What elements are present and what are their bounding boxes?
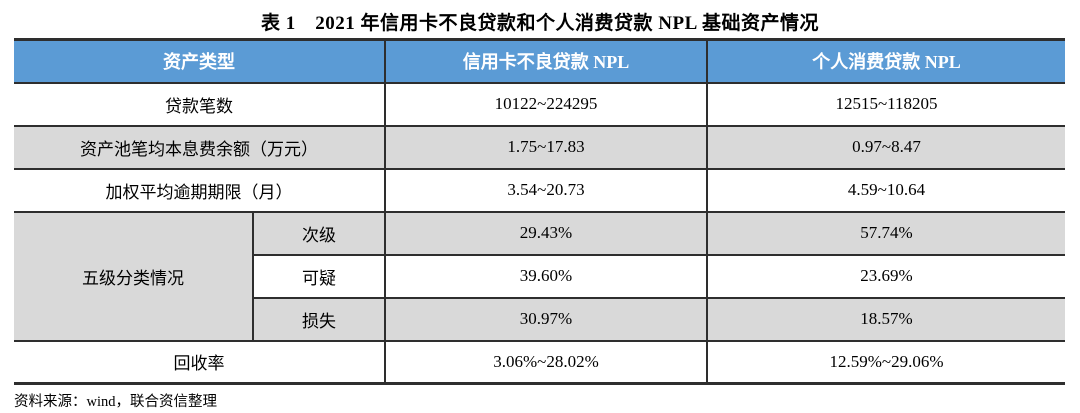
row-label-five-level-classification: 五级分类情况 bbox=[14, 210, 254, 342]
cell-loss-credit-card: 30.97% bbox=[384, 296, 708, 342]
table-row-classification-doubtful: 可疑 39.60% 23.69% bbox=[14, 253, 1065, 299]
source-note: 资料来源：wind，联合资信整理 bbox=[14, 394, 217, 410]
sub-label-loss: 损失 bbox=[253, 296, 386, 342]
cell-overdue-term-consumer-loan: 4.59~10.64 bbox=[706, 167, 1065, 213]
cell-avg-balance-consumer-loan: 0.97~8.47 bbox=[706, 124, 1065, 170]
cell-substandard-consumer-loan: 57.74% bbox=[706, 210, 1065, 256]
table-row-loan-count: 贷款笔数 10122~224295 12515~118205 bbox=[14, 81, 1065, 127]
table-row-classification-loss: 损失 30.97% 18.57% bbox=[14, 296, 1065, 342]
table-header-row: 资产类型 信用卡不良贷款 NPL 个人消费贷款 NPL bbox=[14, 38, 1065, 84]
cell-recovery-rate-credit-card: 3.06%~28.02% bbox=[384, 339, 708, 385]
cell-loan-count-consumer-loan: 12515~118205 bbox=[706, 81, 1065, 127]
cell-loss-consumer-loan: 18.57% bbox=[706, 296, 1065, 342]
cell-overdue-term-credit-card: 3.54~20.73 bbox=[384, 167, 708, 213]
table-row-overdue-term: 加权平均逾期期限（月） 3.54~20.73 4.59~10.64 bbox=[14, 167, 1065, 213]
cell-loan-count-credit-card: 10122~224295 bbox=[384, 81, 708, 127]
cell-recovery-rate-consumer-loan: 12.59%~29.06% bbox=[706, 339, 1065, 385]
table-row-recovery-rate: 回收率 3.06%~28.02% 12.59%~29.06% bbox=[14, 339, 1065, 385]
table-row-classification-substandard: 五级分类情况 次级 29.43% 57.74% bbox=[14, 210, 1065, 342]
sub-label-doubtful: 可疑 bbox=[253, 253, 386, 299]
row-label-avg-balance: 资产池笔均本息费余额（万元） bbox=[14, 124, 386, 170]
column-header-credit-card-npl: 信用卡不良贷款 NPL bbox=[384, 38, 708, 84]
column-header-consumer-loan-npl: 个人消费贷款 NPL bbox=[706, 38, 1065, 84]
cell-doubtful-credit-card: 39.60% bbox=[384, 253, 708, 299]
row-label-overdue-term: 加权平均逾期期限（月） bbox=[14, 167, 386, 213]
page-title: 表 1 2021 年信用卡不良贷款和个人消费贷款 NPL 基础资产情况 bbox=[261, 13, 819, 34]
cell-substandard-credit-card: 29.43% bbox=[384, 210, 708, 256]
row-label-loan-count: 贷款笔数 bbox=[14, 81, 386, 127]
sub-label-substandard: 次级 bbox=[252, 210, 386, 256]
column-header-asset-type: 资产类型 bbox=[14, 38, 386, 84]
npl-asset-table: 资产类型 信用卡不良贷款 NPL 个人消费贷款 NPL 贷款笔数 10122~2… bbox=[14, 38, 1065, 385]
cell-avg-balance-credit-card: 1.75~17.83 bbox=[384, 124, 708, 170]
table-row-avg-balance: 资产池笔均本息费余额（万元） 1.75~17.83 0.97~8.47 bbox=[14, 124, 1065, 170]
cell-doubtful-consumer-loan: 23.69% bbox=[706, 253, 1065, 299]
row-label-recovery-rate: 回收率 bbox=[14, 339, 386, 385]
